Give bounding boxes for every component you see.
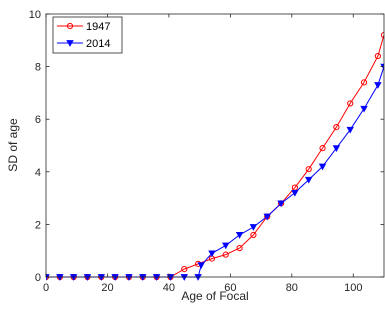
x-tick-label: 60 [224,282,236,294]
legend-label: 1947 [86,21,110,33]
legend-entries: 1947 2014 [57,21,110,50]
data-point-2014 [346,126,354,134]
data-point-1947 [181,266,188,273]
y-tick-label: 4 [35,167,41,179]
axes-box [45,13,385,278]
x-tick-label: 20 [101,282,113,294]
legend-entry-2014: 2014 [57,38,110,50]
data-point-2014 [263,213,271,221]
plot-area [46,14,384,277]
data-point-2014 [235,232,244,239]
data-point-1947 [319,145,326,152]
legend-box [52,16,123,54]
data-point-2014 [277,200,285,208]
x-tick-label: 0 [43,282,49,294]
data-point-1947 [250,231,257,239]
data-point-1947 [360,79,368,86]
y-tick-label: 10 [29,9,41,21]
legend-label: 2014 [86,38,110,50]
data-point-2014 [374,82,382,89]
y-tick-label: 2 [35,219,41,231]
data-point-2014 [318,163,327,171]
x-axis-title: Age of Focal [181,289,248,303]
y-axis-title: SD of age [6,118,20,172]
legend-marker [66,40,74,47]
data-point-1947 [305,166,312,173]
x-tick-label: 100 [344,282,362,294]
data-point-1947 [374,52,381,60]
data-point-2014 [249,224,258,231]
data-point-1947 [222,251,229,258]
legend-marker [66,22,74,30]
data-point-2014 [360,105,368,113]
data-point-2014 [332,145,341,152]
y-tick-label: 0 [35,272,41,284]
y-tick-label: 6 [35,114,41,126]
x-tick-label: 80 [286,282,298,294]
data-point-1947 [236,244,243,252]
x-tick-label: 40 [163,282,175,294]
data-point-2014 [208,250,216,258]
legend-entry-1947: 1947 [57,21,110,33]
y-tick-label: 8 [35,62,41,74]
axis-layer: 0 20 40 60 80 100 0 2 4 6 8 10 [29,9,385,294]
data-point-1947 [347,100,354,107]
data-point-2014 [222,242,230,250]
data-point-2014 [197,262,205,269]
data-point-2014 [291,189,299,197]
data-point-1947 [333,123,340,131]
legend: 1947 2014 [52,16,123,54]
data-point-2014 [305,176,313,184]
